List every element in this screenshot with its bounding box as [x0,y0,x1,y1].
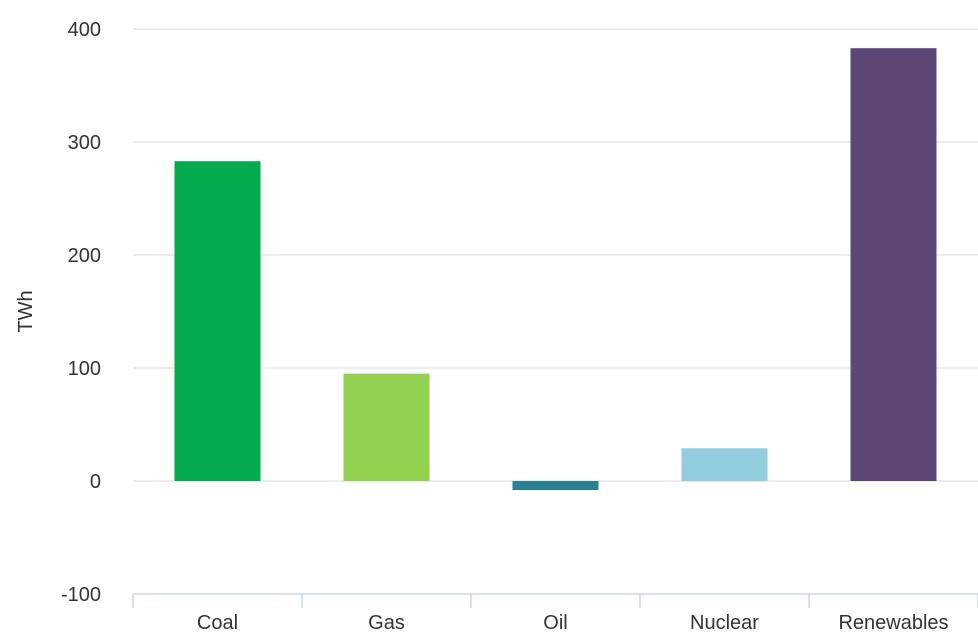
y-tick-label: -100 [61,584,101,606]
x-tick-label: Coal [197,612,238,632]
x-tick-label: Nuclear [690,612,759,632]
y-axis-title: TWh [15,290,37,332]
grid-lines [133,28,978,482]
bar-gas[interactable] [343,373,430,481]
bar-renewables[interactable] [850,48,937,482]
x-tick-label: Renewables [838,612,948,632]
y-tick-label: 200 [68,245,101,267]
x-tick-label: Gas [368,612,405,632]
y-tick-label: 100 [68,358,101,380]
y-tick-label: 300 [68,132,101,154]
y-tick-labels: -100 0 100 200 300 400 [61,19,101,606]
bar-series [174,48,937,491]
bar-nuclear[interactable] [681,448,768,481]
y-tick-label: 400 [68,19,101,41]
y-tick-label: 0 [90,471,101,493]
x-axis [132,593,978,608]
bar-oil[interactable] [512,481,599,491]
bar-coal[interactable] [174,161,261,481]
x-tick-label: Oil [543,612,567,632]
x-tick-labels: Coal Gas Oil Nuclear Renewables [197,612,949,632]
